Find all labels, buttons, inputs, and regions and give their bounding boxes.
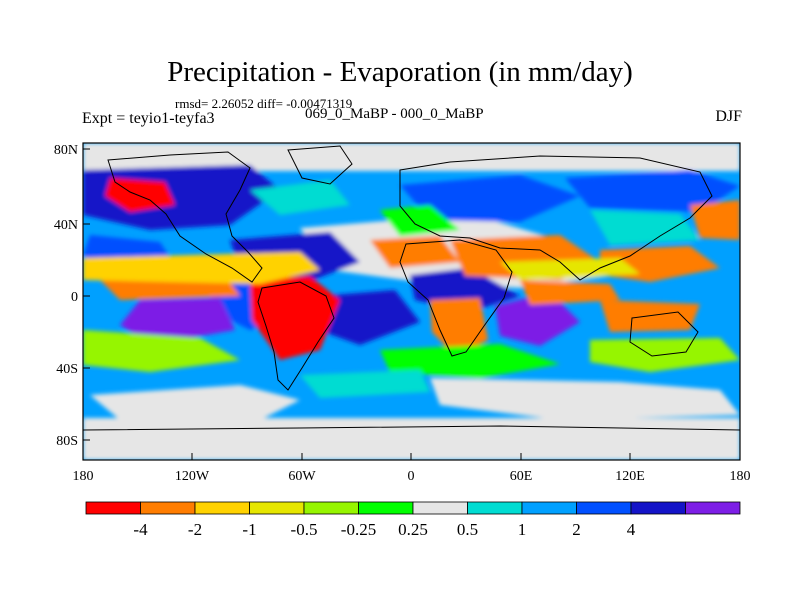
colorbar: -4 -2 -1 -0.5 -0.25 0.25 0.5 1 2 4 (85, 501, 741, 539)
experiment-difference-label: 069_0_MaBP - 000_0_MaBP (305, 106, 484, 122)
colorbar-swatch-3 (249, 501, 305, 515)
colorbar-swatch-7 (467, 501, 523, 515)
colorbar-label-4: -0.25 (341, 520, 376, 539)
lat-label-80n: 80N (54, 143, 78, 158)
colorbar-label-1: -2 (188, 520, 202, 539)
lat-label-80s: 80S (56, 434, 78, 449)
field-layer (83, 143, 740, 460)
colorbar-swatch-0 (85, 501, 141, 515)
colorbar-label-6: 0.5 (457, 520, 478, 539)
colorbar-swatch-11 (685, 501, 741, 515)
colorbar-swatch-2 (194, 501, 250, 515)
lon-label-60e: 60E (510, 469, 533, 484)
lon-label-120w: 120W (175, 469, 210, 484)
stats-text: rmsd= 2.26052 diff= -0.00471319 (175, 96, 353, 111)
colorbar-swatch-4 (303, 501, 359, 515)
colorbar-label-2: -1 (242, 520, 256, 539)
colorbar-label-5: 0.25 (398, 520, 428, 539)
colorbar-swatch-9 (576, 501, 632, 515)
colorbar-swatch-1 (140, 501, 196, 515)
colorbar-label-3: -0.5 (291, 520, 318, 539)
colorbar-label-7: 1 (518, 520, 527, 539)
colorbar-label-0: -4 (133, 520, 148, 539)
lon-label-0: 0 (408, 469, 415, 484)
colorbar-label-8: 2 (572, 520, 581, 539)
lat-label-40s: 40S (56, 362, 78, 377)
lon-axis: 180 120W 60W 0 60E 120E 180 (73, 453, 751, 484)
season-label: DJF (715, 108, 742, 125)
lon-label-60w: 60W (288, 469, 316, 484)
colorbar-swatch-8 (521, 501, 577, 515)
lon-label-180w: 180 (73, 469, 94, 484)
colorbar-label-9: 4 (627, 520, 636, 539)
lon-label-180e: 180 (730, 469, 751, 484)
lon-label-120e: 120E (615, 469, 645, 484)
experiment-label: Expt = teyio1-teyfa3 (82, 110, 215, 127)
map-title: Precipitation - Evaporation (in mm/day) (167, 56, 633, 88)
colorbar-swatch-5 (358, 501, 414, 515)
colorbar-swatch-10 (630, 501, 686, 515)
colorbar-swatch-6 (412, 501, 468, 515)
lat-label-0: 0 (71, 290, 78, 305)
lat-axis: 80N 40N 0 40S 80S (54, 143, 90, 449)
lat-label-40n: 40N (54, 218, 78, 233)
coastlines (83, 145, 740, 431)
